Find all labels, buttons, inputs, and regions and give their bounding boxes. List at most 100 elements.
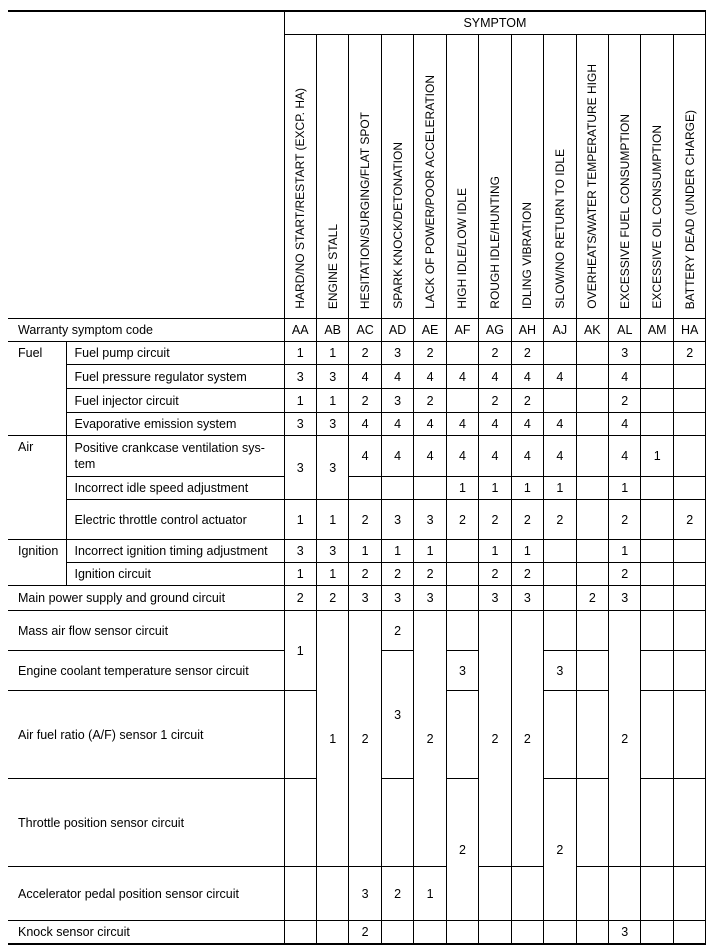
priority-cell (640, 585, 674, 611)
priority-cell: 1 (315, 388, 350, 413)
symptom-column-header: HARD/NO START/RESTART (EXCP. HA) (283, 34, 317, 319)
header-blank (8, 10, 285, 319)
priority-cell (672, 778, 707, 867)
priority-cell (672, 364, 707, 389)
priority-cell (413, 476, 447, 500)
priority-cell: 3 (608, 585, 642, 611)
priority-cell: 2 (478, 610, 512, 867)
priority-cell (445, 690, 480, 779)
priority-cell (672, 585, 707, 611)
symptom-column-header: HESITATION/SURGING/FLAT SPOT (348, 34, 382, 319)
table-row: Engine coolant temperature sensor circui… (8, 650, 707, 779)
priority-cell: 2 (380, 866, 415, 921)
priority-cell: 4 (510, 435, 545, 477)
priority-cell: 2 (445, 778, 480, 921)
symptom-column-header: OVERHEATS/WATER TEMPERATURE HIGH (575, 34, 610, 319)
table-row: Main power supply and ground circuit 2 2 3 3… (8, 585, 707, 611)
priority-cell: 3 (315, 364, 350, 389)
priority-cell: 4 (478, 364, 512, 389)
priority-cell: 2 (445, 499, 480, 540)
priority-cell: 2 (478, 499, 512, 540)
warranty-code: AF (445, 318, 480, 342)
component-label: Mass air flow sensor circuit (8, 610, 285, 651)
priority-cell (640, 499, 674, 540)
priority-cell: 3 (413, 499, 447, 540)
priority-cell (575, 435, 610, 477)
priority-cell: 3 (380, 650, 415, 779)
priority-cell: 1 (283, 341, 317, 365)
symptom-column-header: EXCESSIVE FUEL CONSUMPTION (608, 34, 642, 319)
component-label: Incorrect ignition timing adjustment (65, 539, 285, 563)
priority-cell (510, 920, 545, 945)
priority-cell: 2 (510, 610, 545, 867)
symptom-column-header: BATTERY DEAD (UNDER CHARGE) (672, 34, 707, 319)
priority-cell (575, 388, 610, 413)
warranty-code: AG (478, 318, 512, 342)
priority-cell: 1 (478, 539, 512, 563)
priority-cell (575, 650, 610, 691)
warranty-code: AL (608, 318, 642, 342)
priority-cell: 1 (315, 341, 350, 365)
priority-cell: 2 (315, 585, 350, 611)
warranty-code: AB (315, 318, 350, 342)
symptom-column-header: SLOW/NO RETURN TO IDLE (543, 34, 577, 319)
priority-cell: 1 (510, 476, 545, 500)
priority-cell (640, 539, 674, 563)
priority-cell: 2 (413, 388, 447, 413)
table-row: Ignition Incorrect ignition timing adjust… (8, 539, 707, 586)
table-row: Fuel injector circuit 1 1 2 3 2 2 2 2 (8, 388, 707, 413)
priority-cell (640, 476, 674, 500)
priority-cell: 3 (478, 585, 512, 611)
priority-cell (672, 388, 707, 413)
component-label: Electric throttle control actuator (65, 499, 285, 540)
priority-cell (478, 866, 512, 921)
priority-cell (315, 920, 350, 945)
priority-cell: 1 (315, 610, 350, 867)
priority-cell (510, 866, 545, 921)
priority-cell: 4 (445, 435, 480, 477)
priority-cell: 4 (608, 364, 642, 389)
component-label: Air fuel ratio (A/F) sensor 1 circuit (8, 690, 285, 779)
symptom-name: ROUGH IDLE/HUNTING (487, 176, 502, 309)
priority-cell (672, 690, 707, 779)
symptom-column-header: IDLING VIBRATION (510, 34, 545, 319)
priority-cell: 4 (510, 364, 545, 389)
priority-cell (575, 690, 610, 779)
priority-cell (283, 866, 317, 921)
component-label: Positive crankcase ventilation sys-tem (65, 435, 285, 477)
group-label: Fuel (8, 341, 67, 436)
priority-cell (543, 539, 577, 563)
warranty-code: AM (640, 318, 674, 342)
priority-cell (672, 650, 707, 691)
priority-cell: 1 (510, 539, 545, 563)
priority-cell (543, 585, 577, 611)
priority-cell (543, 690, 577, 779)
priority-cell (640, 610, 674, 651)
priority-cell: 1 (315, 562, 350, 586)
priority-cell: 3 (283, 435, 317, 500)
priority-cell: 2 (608, 499, 642, 540)
priority-cell (445, 585, 480, 611)
table-row: Fuel Fuel pump circuit 1 1 2 3 2 2 2 3 2 (8, 341, 707, 436)
component-label: Fuel pressure regulator system (65, 364, 285, 389)
priority-cell: 4 (478, 412, 512, 436)
priority-cell (575, 476, 610, 500)
table-row: Knock sensor circuit 2 3 (8, 920, 707, 945)
table-row: Throttle position sensor circuit 2 2 (8, 778, 707, 921)
priority-cell (543, 388, 577, 413)
priority-cell: 4 (510, 412, 545, 436)
priority-cell: 2 (608, 610, 642, 867)
priority-cell (575, 610, 610, 651)
priority-cell (672, 476, 707, 500)
priority-cell: 1 (543, 476, 577, 500)
warranty-code: AC (348, 318, 382, 342)
symptom-column-header: HIGH IDLE/LOW IDLE (445, 34, 480, 319)
priority-cell (672, 412, 707, 436)
priority-cell: 3 (510, 585, 545, 611)
priority-cell (543, 562, 577, 586)
table-row: Air Positive crankcase ventilation sys-te… (8, 435, 707, 540)
symptom-name: EXCESSIVE FUEL CONSUMPTION (617, 114, 632, 309)
priority-cell: 2 (348, 920, 382, 945)
priority-cell: 3 (283, 412, 317, 436)
priority-cell: 4 (348, 364, 382, 389)
